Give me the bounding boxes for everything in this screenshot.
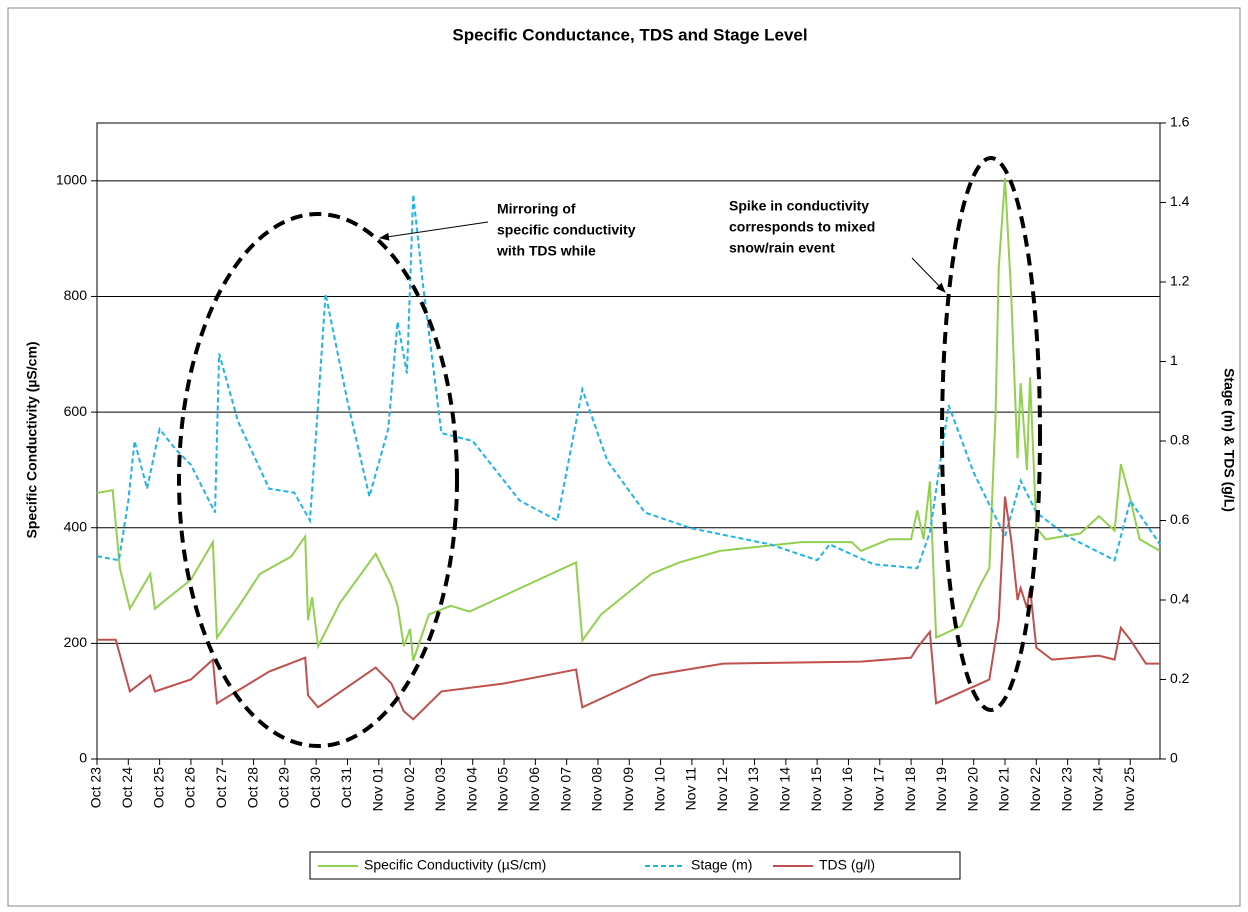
- x-tick-label: Nov 13: [745, 767, 761, 812]
- x-tick-label: Nov 19: [933, 767, 949, 812]
- annotation-text: Mirroring of: [497, 201, 576, 217]
- x-tick-label: Nov 02: [401, 767, 417, 812]
- x-tick-label: Nov 18: [902, 767, 918, 812]
- x-tick-label: Nov 06: [526, 767, 542, 812]
- y-axis-title: Specific Conductivity (µS/cm): [24, 341, 40, 538]
- chart-border: [7, 7, 1241, 907]
- y2-tick-label: 1.2: [1170, 273, 1190, 289]
- x-tick-label: Nov 11: [683, 767, 699, 811]
- y2-tick-label: 0.2: [1170, 670, 1190, 686]
- y2-tick-label: 1: [1170, 352, 1178, 368]
- y2-tick-label: 0.4: [1170, 591, 1190, 607]
- x-tick-label: Nov 10: [651, 767, 667, 812]
- x-tick-label: Nov 14: [777, 767, 793, 812]
- y2-tick-label: 0: [1170, 750, 1178, 766]
- y2-tick-label: 1.6: [1170, 114, 1190, 130]
- x-tick-label: Nov 25: [1121, 767, 1137, 812]
- y2-axis-title: Stage (m) & TDS (g/L): [1221, 368, 1237, 512]
- y-tick-label: 600: [64, 403, 88, 419]
- x-tick-label: Nov 07: [557, 767, 573, 812]
- x-tick-label: Nov 01: [369, 767, 385, 812]
- annotation-text: corresponds to mixed: [729, 219, 875, 235]
- y-tick-label: 0: [79, 750, 87, 766]
- x-tick-label: Oct 28: [244, 767, 260, 808]
- x-tick-label: Nov 04: [463, 767, 479, 812]
- legend-label: TDS (g/l): [819, 857, 875, 873]
- legend-box: [309, 851, 961, 880]
- x-tick-label: Nov 20: [964, 767, 980, 812]
- annotation-arrow: [911, 257, 946, 293]
- series-line: [97, 496, 1160, 721]
- x-tick-label: Nov 08: [589, 767, 605, 812]
- annotation-ellipse: [177, 212, 459, 748]
- series-line: [96, 177, 1161, 662]
- x-tick-label: Oct 27: [213, 767, 229, 808]
- x-tick-label: Nov 05: [495, 767, 511, 812]
- series-line: [96, 194, 1161, 570]
- legend: Specific Conductivity (µS/cm) Stage (m) TD…: [309, 851, 961, 880]
- x-tick-label: Nov 03: [432, 767, 448, 812]
- plot-frame: [96, 122, 1161, 760]
- y2-tick-label: 0.8: [1170, 432, 1190, 448]
- x-tick-label: Nov 22: [1027, 767, 1043, 812]
- chart-title: Specific Conductance, TDS and Stage Leve…: [452, 25, 807, 44]
- x-tick-label: Nov 09: [620, 767, 636, 812]
- annotation-text: specific conductivity: [497, 222, 636, 238]
- x-tick-label: Nov 12: [714, 767, 730, 812]
- x-tick-label: Nov 16: [839, 767, 855, 812]
- x-tick-label: Oct 25: [150, 767, 166, 808]
- y-tick-label: 1000: [56, 172, 87, 188]
- x-tick-label: Oct 31: [338, 767, 354, 808]
- y-tick-label: 200: [64, 634, 88, 650]
- legend-label: Specific Conductivity (µS/cm): [364, 857, 546, 873]
- legend-label: Stage (m): [691, 857, 752, 873]
- x-tick-label: Oct 26: [182, 767, 198, 808]
- y-tick-label: 800: [64, 287, 88, 303]
- x-tick-label: Oct 24: [119, 767, 135, 808]
- x-tick-label: Oct 23: [88, 767, 104, 808]
- x-tick-label: Nov 15: [808, 767, 824, 812]
- y2-tick-label: 1.4: [1170, 193, 1190, 209]
- annotation-text: with TDS while: [496, 243, 596, 259]
- x-tick-label: Nov 24: [1090, 767, 1106, 812]
- y-tick-label: 400: [64, 518, 88, 534]
- annotation-ellipse: [940, 156, 1042, 712]
- x-tick-label: Nov 23: [1058, 767, 1074, 812]
- x-tick-label: Nov 17: [870, 767, 886, 812]
- x-tick-label: Oct 30: [307, 767, 323, 808]
- x-tick-label: Nov 21: [996, 767, 1012, 812]
- annotation-text: Spike in conductivity: [729, 198, 869, 214]
- y2-tick-label: 0.6: [1170, 511, 1190, 527]
- x-tick-label: Oct 29: [276, 767, 292, 808]
- annotation-text: snow/rain event: [729, 240, 835, 256]
- annotation-arrow: [379, 221, 489, 241]
